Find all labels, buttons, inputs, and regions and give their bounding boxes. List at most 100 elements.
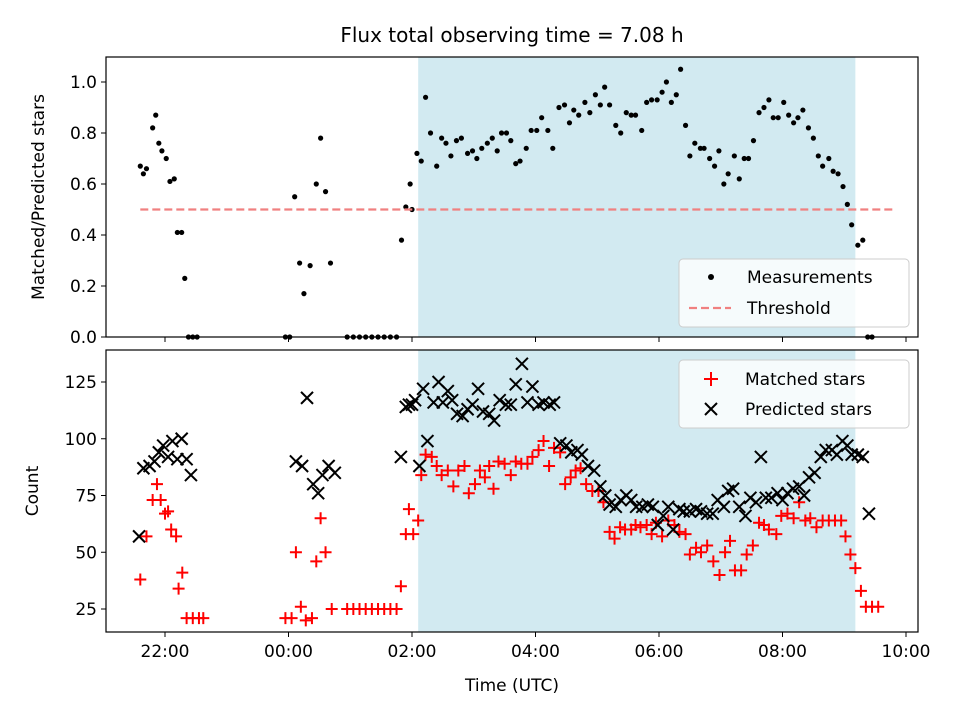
measurement-point (479, 145, 485, 151)
measurement-point (318, 135, 324, 141)
matched-stars-point (150, 478, 163, 491)
measurement-point (849, 222, 855, 228)
predicted-stars-point (717, 500, 731, 514)
predicted-stars-point (402, 397, 416, 412)
measurement-point (644, 99, 650, 105)
matched-stars-point (724, 534, 737, 547)
measurement-point (602, 84, 608, 90)
matched-stars-point (762, 523, 775, 536)
matched-stars-point (172, 582, 185, 595)
measurement-point (678, 66, 684, 72)
matched-stars-point (458, 459, 471, 472)
predicted-stars-point (441, 384, 455, 398)
matched-stars-point (804, 512, 817, 525)
matched-stars-point (402, 503, 415, 516)
predicted-stars-point (520, 395, 535, 410)
matched-stars-point (580, 478, 593, 491)
matched-stars-point (319, 546, 332, 559)
measurement-point (464, 150, 471, 156)
matched-stars-point (452, 464, 465, 477)
measurement-point (830, 168, 836, 174)
measurement-point (513, 161, 519, 167)
matched-stars-point (719, 546, 732, 559)
counts-legend-box (678, 359, 910, 429)
measurement-point (766, 97, 772, 103)
predicted-stars-point (656, 509, 671, 523)
predicted-stars-point (706, 506, 720, 521)
measurement-point (805, 125, 812, 131)
matched-stars-point (746, 539, 759, 552)
measurement-point (171, 176, 177, 182)
measurement-point (150, 125, 156, 131)
predicted-stars-point (445, 393, 459, 407)
measurement-point (659, 89, 665, 95)
x-tick-label: 00:00 (264, 642, 313, 662)
matched-stars-point (810, 521, 823, 534)
matched-stars-point (134, 573, 147, 586)
matched-stars-point (679, 528, 692, 541)
predicted-stars-point (412, 459, 427, 473)
predicted-stars-point (807, 466, 822, 480)
y-tick-label: 0.6 (70, 175, 97, 195)
predicted-stars-point (394, 450, 408, 464)
measurement-point (654, 97, 660, 103)
measurement-point (750, 138, 757, 144)
measurement-point (687, 153, 693, 159)
predicted-stars-point (408, 393, 422, 407)
measurement-point (770, 115, 776, 121)
predicted-stars-point (156, 438, 170, 453)
ratio-legend-box (678, 258, 910, 328)
predicted-stars-point (487, 413, 501, 428)
predicted-stars-point (152, 445, 166, 460)
measurement-point (179, 229, 185, 236)
measurement-point (731, 153, 737, 159)
predicted-stars-point (732, 500, 746, 514)
measurement-point (835, 171, 841, 177)
matched-stars-point (462, 487, 475, 500)
matched-stars-point (498, 457, 511, 470)
matched-stars-point (430, 459, 443, 472)
legend-marker-measurements (708, 274, 714, 280)
predicted-stars-point (754, 450, 768, 464)
measurement-point (313, 181, 319, 187)
measurement-point (800, 107, 806, 113)
predicted-stars-point (856, 450, 870, 464)
predicted-stars-point (311, 486, 325, 500)
matched-stars-point (305, 612, 318, 625)
measurement-point (174, 229, 180, 236)
predicted-stars-point (499, 397, 513, 412)
predicted-stars-point (575, 447, 589, 462)
measurement-point (458, 135, 464, 141)
predicted-stars-point (819, 443, 833, 457)
measurement-point (484, 140, 490, 146)
measurement-point (545, 127, 551, 134)
measurement-point (156, 140, 162, 146)
predicted-stars-point (184, 468, 198, 482)
matched-stars-point (310, 555, 323, 568)
predicted-stars-point (770, 486, 785, 500)
measurement-point (182, 275, 188, 281)
measurement-point (301, 291, 307, 297)
measurement-point (648, 97, 655, 103)
matched-stars-point (504, 469, 517, 482)
measurement-point (756, 110, 762, 116)
matched-stars-point (473, 464, 486, 477)
matched-stars-point (603, 525, 616, 538)
matched-stars-point (532, 444, 545, 457)
matched-stars-point (849, 562, 862, 575)
matched-stars-point (285, 612, 298, 625)
measurement-point (632, 112, 639, 118)
matched-stars-point (425, 450, 438, 463)
predicted-stars-point (609, 500, 623, 514)
measurement-point (474, 155, 480, 162)
matched-stars-point (140, 530, 153, 543)
measurement-point (613, 122, 619, 128)
y-tick-label: 1.0 (70, 73, 97, 93)
ratio-y-axis-label: Matched/Predicted stars (29, 94, 49, 300)
predicted-stars-point (764, 491, 779, 505)
matched-stars-point (483, 459, 496, 472)
matched-stars-point (634, 521, 647, 534)
measurement-point (163, 155, 169, 162)
measurement-point (403, 204, 409, 210)
matched-stars-point (787, 512, 800, 525)
